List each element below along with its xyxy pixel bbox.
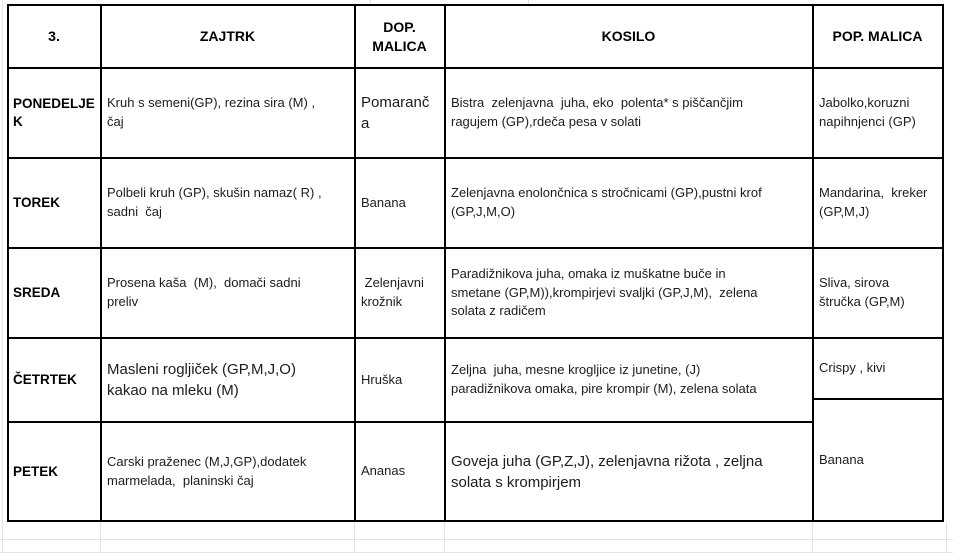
- cetrtek-dop-malica-cell: Hruška: [356, 339, 446, 423]
- sreda-pop-malica-cell: Sliva, sirova štručka (GP,M): [814, 249, 942, 339]
- petek-kosilo-cell: Goveja juha (GP,Z,J), zelenjavna rižota …: [446, 423, 814, 520]
- petek-zajtrk-cell: Carski praženec (M,J,GP),dodatek marmela…: [102, 423, 356, 520]
- cetrtek-kosilo-cell: Zeljna juha, mesne krogljice iz junetine…: [446, 339, 814, 423]
- sreda-kosilo-cell: Paradižnikova juha, omaka iz muškatne bu…: [446, 249, 814, 339]
- ponedeljek-kosilo-cell: Bistra zelenjavna juha, eko polenta* s p…: [446, 69, 814, 159]
- col-header-pop-malica: POP. MALICA: [814, 6, 942, 69]
- grid-line-vertical-bottom-3: [444, 522, 445, 553]
- grid-line-vertical-top-1: [370, 0, 371, 5]
- petek-day-cell: PETEK: [9, 423, 102, 520]
- petek-pop-malica-cell: Banana: [819, 451, 864, 467]
- ponedeljek-dop-malica-cell: Pomaranč a: [356, 69, 446, 159]
- torek-dop-malica-cell: Banana: [356, 159, 446, 249]
- ponedeljek-zajtrk-cell: Kruh s semeni(GP), rezina sira (M) , čaj: [102, 69, 356, 159]
- col-header-dop-malica: DOP. MALICA: [356, 6, 446, 69]
- col-header-kosilo: KOSILO: [446, 6, 814, 69]
- week-number-cell: 3.: [9, 6, 102, 69]
- grid-line-vertical-bottom-1: [100, 522, 101, 553]
- sreda-zajtrk-cell: Prosena kaša (M), domači sadni preliv: [102, 249, 356, 339]
- grid-line-horizontal-bottom-1: [0, 539, 953, 540]
- ponedeljek-day-cell: PONEDELJE K: [9, 69, 102, 159]
- torek-zajtrk-cell: Polbeli kruh (GP), skušin namaz( R) , sa…: [102, 159, 356, 249]
- torek-kosilo-cell: Zelenjavna enolončnica s stročnicami (GP…: [446, 159, 814, 249]
- weekly-menu-table: 3. ZAJTRK DOP. MALICA KOSILO POP. MALICA…: [7, 4, 944, 522]
- grid-line-vertical-left: [2, 0, 3, 553]
- col-header-zajtrk: ZAJTRK: [102, 6, 356, 69]
- grid-line-vertical-bottom-4: [812, 522, 813, 553]
- sreda-day-cell: SREDA: [9, 249, 102, 339]
- grid-line-vertical-bottom-2: [354, 522, 355, 553]
- sreda-dop-malica-cell: Zelenjavni krožnik: [356, 249, 446, 339]
- cetrtek-zajtrk-cell: Masleni rogljiček (GP,M,J,O) kakao na ml…: [102, 339, 356, 423]
- cetrtek-day-cell: ČETRTEK: [9, 339, 102, 423]
- ponedeljek-pop-malica-cell: Jabolko,koruzni napihnjenci (GP): [814, 69, 942, 159]
- grid-line-vertical-bottom-5: [946, 522, 947, 553]
- petek-dop-malica-cell: Ananas: [356, 423, 446, 520]
- torek-pop-malica-cell: Mandarina, kreker (GP,M,J): [814, 159, 942, 249]
- grid-line-vertical-top-2: [528, 0, 529, 5]
- torek-day-cell: TOREK: [9, 159, 102, 249]
- cetrtek-pop-malica-cell: Crispy , kivi: [814, 339, 942, 400]
